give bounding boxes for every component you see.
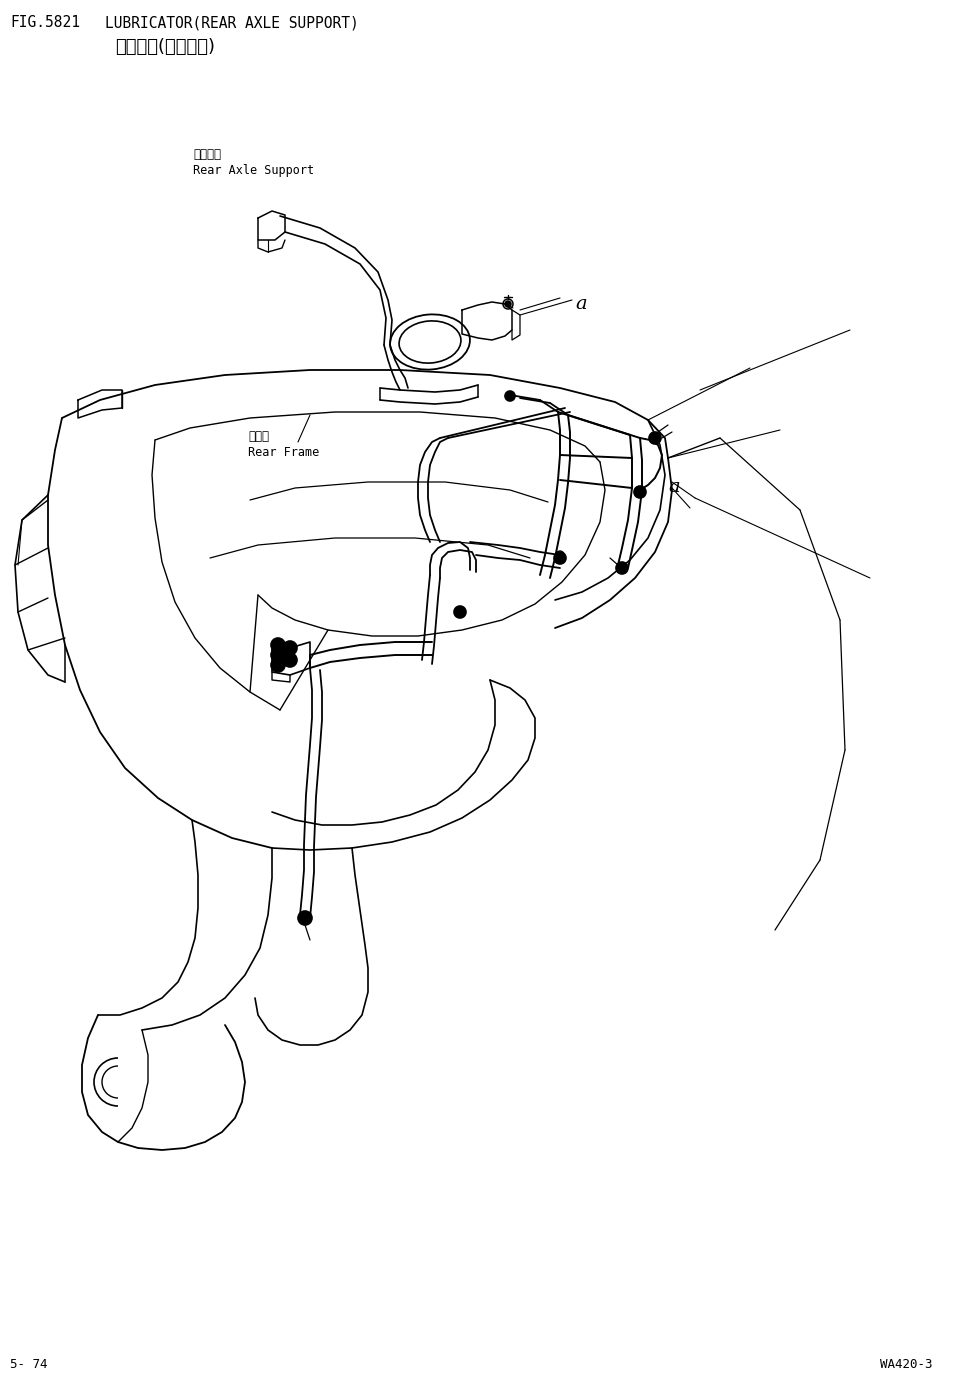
Text: WA420-3: WA420-3 bbox=[879, 1358, 932, 1371]
Circle shape bbox=[271, 648, 285, 661]
Circle shape bbox=[271, 638, 285, 652]
Circle shape bbox=[634, 485, 645, 498]
Circle shape bbox=[454, 606, 466, 617]
Text: a: a bbox=[667, 478, 679, 496]
Circle shape bbox=[554, 551, 565, 564]
Text: LUBRICATOR(REAR AXLE SUPPORT): LUBRICATOR(REAR AXLE SUPPORT) bbox=[105, 15, 358, 30]
Circle shape bbox=[615, 562, 627, 573]
Text: a: a bbox=[574, 296, 586, 314]
Circle shape bbox=[505, 301, 511, 307]
Circle shape bbox=[283, 641, 296, 654]
Text: FIG.5821: FIG.5821 bbox=[10, 15, 80, 30]
Circle shape bbox=[271, 659, 285, 672]
Circle shape bbox=[648, 432, 660, 444]
Text: 5- 74: 5- 74 bbox=[10, 1358, 48, 1371]
Circle shape bbox=[283, 653, 296, 667]
Text: 润滑系统(后桥支撑): 润滑系统(后桥支撑) bbox=[114, 38, 215, 56]
Text: Rear Axle Support: Rear Axle Support bbox=[193, 164, 314, 177]
Circle shape bbox=[505, 390, 514, 401]
Circle shape bbox=[297, 912, 312, 925]
Text: 后桥据架: 后桥据架 bbox=[193, 148, 221, 161]
Text: 后车架: 后车架 bbox=[247, 430, 269, 443]
Text: Rear Frame: Rear Frame bbox=[247, 446, 319, 459]
